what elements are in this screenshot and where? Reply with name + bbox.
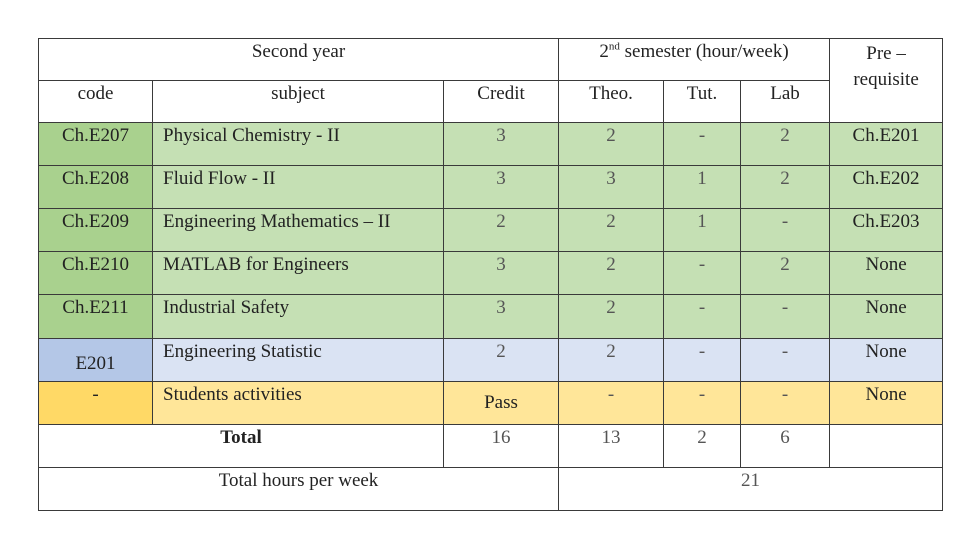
table-row: - Students activities Pass - - - None: [38, 380, 944, 425]
course-code: -: [38, 380, 153, 425]
totals-row: Total 16 13 2 6: [38, 423, 944, 468]
course-credit: 2: [442, 208, 560, 253]
prerequisite-header: Pre – requisite: [829, 37, 944, 124]
course-credit: 2: [442, 337, 560, 382]
course-subject: Students activities: [152, 380, 444, 425]
course-prereq: None: [829, 380, 944, 425]
subject-column-header: subject: [152, 80, 444, 124]
course-prereq: Ch.E202: [829, 165, 944, 210]
course-credit: 3: [442, 251, 560, 296]
weekly-hours-label: Total hours per week: [37, 466, 560, 512]
course-lab: 2: [740, 122, 831, 167]
course-tut: -: [663, 122, 742, 167]
course-theo: 2: [558, 251, 665, 296]
course-prereq: None: [829, 294, 944, 339]
course-tut: -: [663, 380, 742, 425]
credit-column-header: Credit: [442, 80, 560, 124]
course-theo: 2: [558, 208, 665, 253]
header-row-columns: code subject Credit Theo. Tut. Lab: [38, 80, 943, 124]
course-theo: 2: [558, 122, 665, 167]
course-subject: Industrial Safety: [152, 294, 444, 339]
total-theo: 13: [558, 423, 665, 468]
year-label: Second year: [251, 41, 346, 62]
total-lab: 6: [740, 423, 831, 468]
course-tut: -: [663, 294, 742, 339]
course-theo: 2: [558, 294, 665, 339]
course-lab: 2: [740, 165, 831, 210]
course-subject: Fluid Flow - II: [152, 165, 444, 210]
year-header: Second year: [37, 37, 560, 82]
total-label: Total: [38, 423, 444, 468]
course-tut: -: [663, 251, 742, 296]
course-prereq: Ch.E203: [829, 208, 944, 253]
course-theo: 2: [558, 337, 665, 382]
course-subject: MATLAB for Engineers: [152, 251, 444, 296]
semester-text: semester (hour/week): [619, 41, 789, 62]
table-row: Ch.E207 Physical Chemistry - II 3 2 - 2 …: [38, 122, 944, 167]
header-row-year: Second year 2nd semester (hour/week) Pre…: [37, 37, 944, 124]
course-subject: Engineering Statistic: [152, 337, 444, 382]
course-credit: 3: [442, 165, 560, 210]
lab-column-header: Lab: [740, 80, 831, 124]
prereq-line-2: requisite: [853, 69, 919, 90]
course-code: Ch.E209: [38, 208, 153, 253]
course-lab: -: [740, 337, 831, 382]
table-row: Ch.E211 Industrial Safety 3 2 - - None: [38, 294, 944, 339]
table-row: Ch.E209 Engineering Mathematics – II 2 2…: [38, 208, 944, 253]
total-tut: 2: [663, 423, 742, 468]
course-theo: 3: [558, 165, 665, 210]
course-code: Ch.E211: [38, 294, 153, 339]
semester-suffix: nd: [608, 40, 620, 53]
total-prereq-empty: [829, 423, 944, 468]
course-lab: -: [740, 380, 831, 425]
table-row: Ch.E208 Fluid Flow - II 3 3 1 2 Ch.E202: [38, 165, 944, 210]
course-code: Ch.E210: [38, 251, 153, 296]
prereq-line-1: Pre –: [866, 43, 906, 64]
course-prereq: None: [829, 337, 944, 382]
tut-column-header: Tut.: [663, 80, 742, 124]
course-prereq: None: [829, 251, 944, 296]
course-code: E201: [38, 337, 153, 382]
course-lab: -: [740, 294, 831, 339]
table-row: E201 Engineering Statistic 2 2 - - None: [38, 337, 944, 382]
course-theo: -: [558, 380, 665, 425]
weekly-hours-value: 21: [558, 466, 944, 512]
semester-header: 2nd semester (hour/week): [558, 37, 831, 82]
course-lab: 2: [740, 251, 831, 296]
course-code: Ch.E208: [38, 165, 153, 210]
course-schedule-table: Second year 2nd semester (hour/week) Pre…: [37, 37, 944, 512]
course-tut: 1: [663, 208, 742, 253]
course-credit: 3: [442, 294, 560, 339]
course-credit: Pass: [442, 380, 560, 425]
course-lab: -: [740, 208, 831, 253]
theo-column-header: Theo.: [558, 80, 665, 124]
weekly-hours-row: Total hours per week 21: [37, 466, 944, 512]
course-subject: Physical Chemistry - II: [152, 122, 444, 167]
table-row: Ch.E210 MATLAB for Engineers 3 2 - 2 Non…: [38, 251, 944, 296]
total-credit: 16: [442, 423, 560, 468]
semester-number: 2: [599, 41, 609, 62]
course-tut: -: [663, 337, 742, 382]
code-column-header: code: [38, 80, 153, 124]
course-subject: Engineering Mathematics – II: [152, 208, 444, 253]
course-prereq: Ch.E201: [829, 122, 944, 167]
course-credit: 3: [442, 122, 560, 167]
course-tut: 1: [663, 165, 742, 210]
course-code: Ch.E207: [38, 122, 153, 167]
